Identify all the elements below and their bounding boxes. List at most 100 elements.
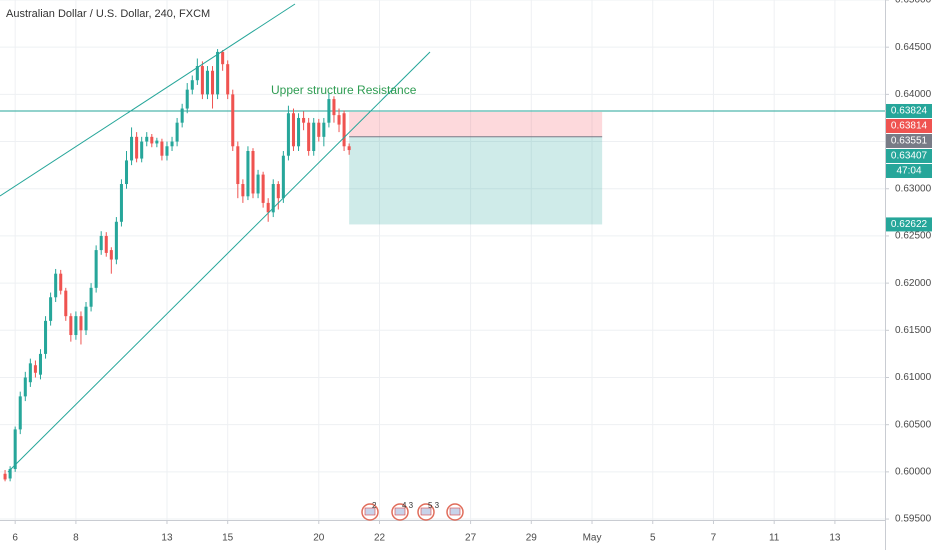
candle-body: [119, 184, 123, 222]
candle-body: [205, 70, 209, 95]
candle-body: [216, 51, 220, 95]
event-count: 4 3: [402, 501, 414, 510]
candle-body: [312, 122, 316, 151]
y-tick-label: 0.64000: [895, 89, 932, 100]
price-tag: [886, 118, 932, 133]
event-count: 2: [372, 501, 377, 510]
price-tag-label: 0.62622: [891, 219, 928, 230]
candle-body: [135, 136, 139, 159]
candle-body: [114, 221, 118, 260]
y-tick-label: 0.62500: [895, 231, 932, 242]
candle-body: [130, 136, 134, 161]
candle-body: [49, 297, 53, 321]
countdown-tag: [886, 163, 932, 178]
candle-body: [185, 89, 189, 109]
x-tick-label: 27: [465, 533, 477, 544]
candle-body: [160, 141, 164, 156]
candle-body: [327, 99, 331, 123]
candle-body: [276, 184, 280, 199]
y-tick-label: 0.64500: [895, 42, 932, 53]
x-tick-label: 11: [769, 533, 780, 544]
candle-body: [221, 51, 225, 65]
candle-body: [256, 174, 260, 194]
candle-body: [28, 363, 32, 383]
annotation: Upper structure Resistance: [271, 83, 417, 97]
y-tick-label: 0.61500: [895, 325, 932, 336]
candle-body: [84, 306, 88, 331]
candle-body: [195, 66, 199, 81]
candle-body: [322, 122, 326, 137]
x-tick-label: 5: [650, 533, 656, 544]
candle-body: [231, 94, 235, 147]
candle-body: [13, 429, 17, 470]
candle-body: [281, 155, 285, 199]
x-tick-label: 29: [526, 533, 538, 544]
candle-body: [170, 141, 174, 147]
y-tick-label: 0.62000: [895, 278, 932, 289]
x-tick-label: 13: [829, 533, 841, 544]
candle-body: [3, 473, 7, 480]
candle-body: [302, 117, 306, 123]
candle-body: [69, 316, 73, 336]
candle-body: [89, 287, 93, 307]
chart-title: Australian Dollar / U.S. Dollar, 240, FX…: [6, 8, 210, 20]
grid: [0, 0, 885, 520]
price-tag: [886, 103, 932, 118]
candle-body: [246, 150, 250, 197]
event-flag: [364, 507, 376, 516]
price-tag: [886, 148, 932, 163]
price-tag-label: 0.63824: [891, 106, 928, 117]
candle-body: [64, 290, 68, 317]
candle-body: [150, 136, 154, 144]
target-zone: [349, 136, 603, 225]
candle-body: [33, 365, 37, 373]
price-tag-label: 0.63551: [891, 136, 928, 147]
candle-body: [99, 235, 103, 251]
candle-body: [241, 184, 245, 197]
candle-body: [59, 273, 63, 291]
candle-body: [18, 396, 22, 430]
candle-body: [155, 140, 159, 144]
candle-body: [297, 117, 301, 147]
x-tick-label: 20: [313, 533, 325, 544]
candle-body: [271, 184, 275, 213]
x-tick-label: 8: [73, 533, 79, 544]
events: 2 4 3 5 3: [361, 501, 464, 521]
price-tag-label: 0.63814: [891, 121, 928, 132]
event-flag: [394, 507, 406, 516]
candle-body: [104, 235, 108, 253]
candle-body: [145, 136, 149, 142]
y-tick-label: 0.61000: [895, 372, 932, 383]
price-tag-label: 0.63407: [891, 151, 928, 162]
x-tick-label: 22: [374, 533, 386, 544]
candle-body: [200, 66, 204, 95]
candle-body: [347, 146, 351, 151]
candle-body: [286, 113, 290, 156]
candle-body: [251, 150, 255, 194]
x-tick-label: 6: [12, 533, 18, 544]
candle-body: [94, 250, 98, 288]
candles: [3, 49, 351, 482]
x-tick-label: May: [583, 533, 602, 544]
candle-body: [140, 141, 144, 159]
y-tick-label: 0.59500: [895, 514, 932, 525]
candle-body: [54, 273, 58, 298]
y-tick-label: 0.60000: [895, 467, 932, 478]
candle-body: [332, 99, 336, 116]
position-box: [0, 110, 885, 225]
x-tick-label: 7: [711, 533, 717, 544]
candle-body: [124, 160, 129, 185]
candle-body: [317, 122, 321, 137]
candle-body: [342, 113, 346, 147]
candle-body: [44, 320, 48, 354]
candle-body: [23, 377, 27, 397]
candle-body: [307, 122, 311, 151]
candle-body: [266, 202, 270, 213]
axes: 0.59500 0.60000 0.60500 0.61000 0.61500 0.620…: [12, 0, 932, 544]
candle-body: [109, 250, 113, 260]
candle-body: [261, 174, 265, 203]
event-flag: [420, 507, 432, 516]
candle-body: [79, 316, 83, 331]
